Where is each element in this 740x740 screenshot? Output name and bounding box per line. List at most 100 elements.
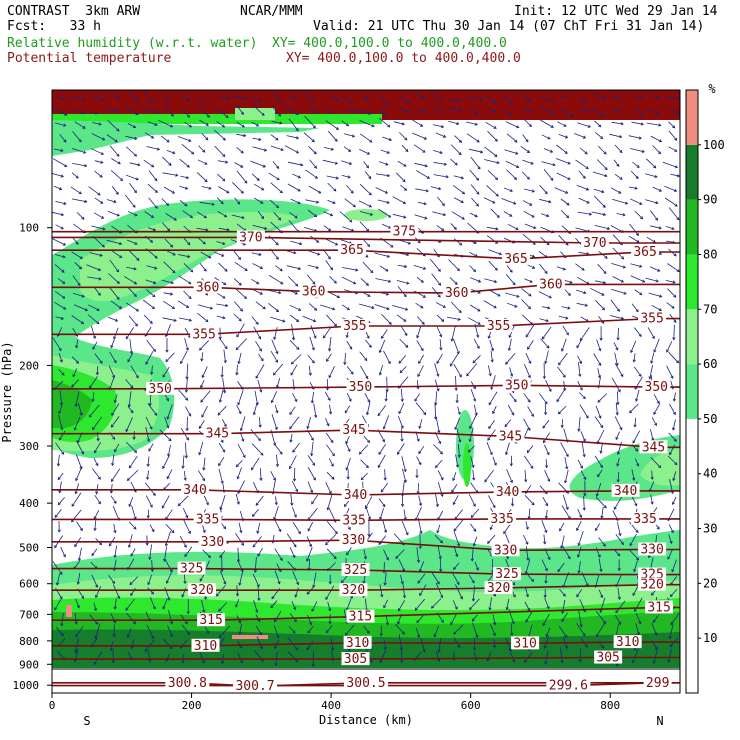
- wind-vector-head: [78, 139, 82, 143]
- wind-vector-head: [653, 349, 657, 353]
- wind-vector: [609, 133, 622, 138]
- wind-vector: [235, 533, 244, 546]
- wind-vector: [148, 443, 154, 452]
- wind-vector-head: [164, 543, 168, 547]
- wind-vector: [401, 456, 406, 472]
- wind-vector-head: [669, 540, 673, 545]
- wind-vector-head: [365, 412, 370, 416]
- wind-vector-head: [567, 161, 571, 165]
- wind-vector: [252, 224, 267, 230]
- wind-vector-head: [492, 644, 497, 649]
- contour-label: 335: [342, 513, 365, 528]
- wind-vector-head: [88, 414, 92, 418]
- wind-vector-head: [468, 438, 472, 443]
- wind-vector: [74, 612, 77, 625]
- wind-vector: [543, 432, 551, 443]
- wind-vector-head: [330, 463, 334, 467]
- wind-vector-head: [326, 358, 329, 362]
- wind-vector: [402, 468, 407, 483]
- wind-vector-head: [514, 176, 518, 180]
- wind-vector-head: [203, 268, 207, 272]
- wind-vector-head: [598, 124, 602, 128]
- wind-vector-head: [108, 543, 112, 547]
- wind-vector: [400, 388, 403, 402]
- wind-vector: [327, 130, 338, 142]
- wind-vector-head: [241, 438, 245, 442]
- wind-vector: [339, 211, 352, 223]
- wind-vector-head: [134, 323, 138, 327]
- wind-vector: [539, 318, 549, 322]
- wind-vector: [490, 375, 496, 390]
- wind-vector-head: [275, 410, 279, 414]
- wind-vector-head: [567, 556, 571, 560]
- contour-label: 340: [496, 485, 519, 500]
- wind-vector-head: [113, 199, 117, 204]
- wind-vector: [346, 597, 352, 611]
- wind-vector-head: [403, 318, 407, 322]
- wind-vector: [114, 545, 117, 558]
- wind-vector-head: [134, 136, 138, 140]
- wind-vector: [560, 647, 563, 663]
- wind-vector-head: [96, 321, 100, 325]
- wind-vector: [200, 380, 205, 388]
- wind-vector: [628, 521, 639, 533]
- wind-vector-head: [350, 190, 354, 194]
- wind-vector-head: [289, 426, 293, 430]
- wind-vector-head: [81, 216, 85, 220]
- wind-vector-head: [150, 568, 154, 573]
- wind-vector: [341, 276, 356, 285]
- wind-vector: [541, 306, 550, 309]
- wind-vector-head: [92, 346, 96, 350]
- colorbar-tick-label: 40: [703, 467, 717, 481]
- wind-vector-head: [437, 649, 441, 653]
- wind-vector: [466, 121, 478, 125]
- wind-vector: [77, 572, 81, 585]
- wind-vector-head: [118, 306, 123, 309]
- wind-vector-head: [162, 606, 166, 610]
- contour-label: 340: [614, 484, 637, 499]
- wind-vector: [579, 109, 589, 113]
- wind-vector-head: [58, 410, 62, 415]
- wind-vector-head: [655, 201, 659, 205]
- wind-vector-head: [311, 139, 315, 143]
- wind-vector-head: [616, 479, 620, 483]
- contour-label-bg: [613, 635, 642, 649]
- wind-vector-head: [358, 451, 362, 455]
- wind-vector-head: [76, 581, 80, 585]
- wind-vector-head: [261, 215, 264, 220]
- wind-vector-head: [334, 531, 338, 535]
- wind-vector-head: [578, 659, 582, 663]
- wind-vector: [129, 338, 132, 354]
- wind-vector-head: [258, 632, 262, 636]
- wind-vector-head: [547, 556, 551, 561]
- wind-vector: [110, 300, 122, 309]
- y-tick-label: 200: [19, 359, 39, 372]
- contour-label-bg: [546, 678, 591, 692]
- wind-vector: [561, 505, 571, 520]
- contour-label-bg: [493, 484, 522, 498]
- wind-vector-head: [84, 164, 88, 168]
- wind-vector-head: [585, 166, 589, 170]
- wind-vector: [632, 430, 641, 444]
- wind-vector: [94, 353, 103, 364]
- wind-vector-head: [584, 151, 588, 155]
- wind-vector: [346, 457, 351, 471]
- wind-vector: [398, 634, 402, 650]
- wind-vector: [179, 639, 188, 649]
- wind-vector: [452, 472, 457, 481]
- contour-label-bg: [340, 319, 369, 333]
- wind-vector: [125, 598, 135, 611]
- wind-vector: [166, 572, 172, 584]
- wind-vector-head: [187, 631, 191, 636]
- wind-vector-head: [436, 530, 440, 534]
- wind-vector: [484, 146, 498, 157]
- wind-vector: [181, 143, 194, 155]
- wind-vector-head: [650, 476, 654, 480]
- wind-vector: [433, 444, 443, 455]
- wind-vector: [291, 354, 302, 365]
- wind-vector: [454, 135, 462, 143]
- wind-vector: [359, 444, 369, 455]
- wind-vector-head: [547, 306, 551, 310]
- wind-vector: [233, 250, 241, 260]
